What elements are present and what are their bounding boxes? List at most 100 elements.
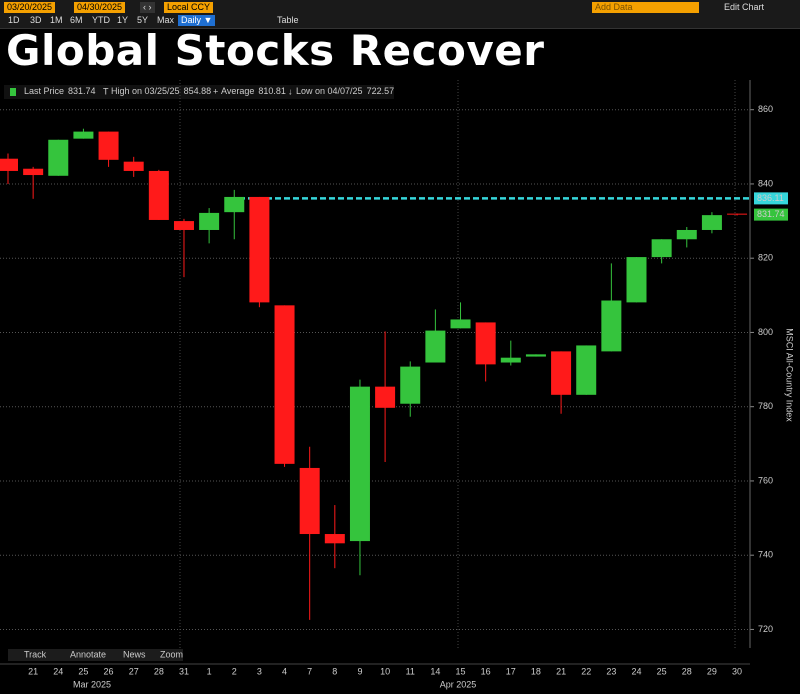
tool-button[interactable]: Track	[24, 649, 47, 659]
y-tick-label: 740	[758, 550, 773, 560]
candle-body	[601, 300, 622, 352]
x-tick-label: 10	[380, 666, 390, 676]
x-tick-label: 24	[631, 666, 641, 676]
candle-body	[651, 239, 672, 258]
x-tick-label: 25	[78, 666, 88, 676]
x-tick-label: 2	[232, 666, 237, 676]
x-tick-label: 15	[456, 666, 466, 676]
candle-body	[173, 221, 194, 230]
tool-button[interactable]: Annotate	[70, 649, 106, 659]
month-label: Mar 2025	[73, 679, 111, 689]
candle-body	[23, 168, 44, 176]
range-button[interactable]: 1M	[50, 15, 63, 25]
y-tick-label: 820	[758, 253, 773, 263]
x-tick-label: 28	[154, 666, 164, 676]
tool-button[interactable]: News	[123, 649, 146, 659]
candle-body	[525, 354, 546, 357]
y-axis-label: MSCI All-Country Index	[785, 328, 795, 422]
currency[interactable]: Local CCY	[164, 2, 214, 13]
range-button[interactable]: 1D	[8, 15, 20, 25]
x-tick-label: 24	[53, 666, 63, 676]
range-button[interactable]: Max	[157, 15, 175, 25]
last-price-bg	[754, 208, 788, 221]
x-tick-label: 4	[282, 666, 287, 676]
y-tick-label: 780	[758, 401, 773, 411]
candle-body	[0, 158, 18, 171]
reference-label-bg	[754, 192, 788, 205]
y-tick-label: 760	[758, 475, 773, 485]
candle-body	[576, 345, 597, 395]
x-tick-label: 11	[406, 666, 415, 676]
x-tick-label: 16	[481, 666, 491, 676]
tools-bg	[8, 649, 183, 661]
candle-body	[400, 366, 421, 404]
candle-body	[98, 131, 119, 160]
x-tick-label: 31	[179, 666, 189, 676]
range-button[interactable]: 6M	[70, 15, 83, 25]
y-tick-label: 720	[758, 624, 773, 634]
candle-body	[73, 131, 94, 139]
start-date[interactable]: 03/20/2025	[4, 2, 56, 13]
legend-entry: Last Price 831.74	[24, 86, 96, 96]
candle-body	[148, 170, 169, 220]
candle-body	[224, 196, 245, 213]
legend-value: 854.88	[184, 86, 212, 96]
x-tick-label: 21	[556, 666, 566, 676]
nav-arrows[interactable]: ‹ ›	[140, 2, 155, 13]
legend-entry: Low on 04/07/25 722.57	[296, 86, 394, 96]
x-tick-label: 8	[332, 666, 337, 676]
y-tick-label: 800	[758, 327, 773, 337]
month-label: Apr 2025	[440, 679, 477, 689]
legend-label: Low on 04/07/25	[296, 86, 363, 96]
legend-icon: +	[213, 86, 218, 96]
range-button[interactable]: YTD	[92, 15, 110, 25]
legend-label: High on 03/25/25	[111, 86, 180, 96]
y-tick-label: 840	[758, 178, 773, 188]
x-tick-label: 21	[28, 666, 38, 676]
end-date[interactable]: 04/30/2025	[74, 2, 126, 13]
candle-body	[727, 213, 748, 215]
range-button[interactable]: 3D	[30, 15, 42, 25]
candle-body	[450, 319, 471, 329]
tool-button[interactable]: Zoom	[160, 649, 183, 659]
candle-body	[324, 534, 345, 544]
legend-label: Average	[221, 86, 254, 96]
legend-icon: ↓	[288, 86, 293, 96]
edit-chart[interactable]: Edit Chart	[724, 2, 765, 12]
chart-title: Global Stocks Recover	[6, 26, 545, 75]
candle-body	[551, 351, 572, 395]
candle-body	[676, 229, 697, 240]
candle-body	[274, 305, 295, 464]
candle-body	[375, 386, 396, 408]
x-tick-label: 22	[581, 666, 591, 676]
table-button[interactable]: Table	[277, 15, 299, 25]
x-tick-label: 25	[657, 666, 667, 676]
x-tick-label: 27	[129, 666, 139, 676]
x-tick-label: 3	[257, 666, 262, 676]
legend-bg	[4, 85, 394, 99]
legend-icon: T	[103, 86, 109, 96]
frequency[interactable]: Daily ▼	[178, 15, 216, 26]
reference-label: 836.11	[757, 193, 784, 203]
x-tick-label: 17	[506, 666, 516, 676]
candle-body	[249, 196, 270, 303]
x-tick-label: 30	[732, 666, 742, 676]
legend-entry: High on 03/25/25 854.88	[111, 86, 211, 96]
candle-body	[199, 212, 220, 230]
candle-body	[299, 467, 320, 535]
range-button[interactable]: 1Y	[117, 15, 129, 25]
candle-body	[500, 357, 521, 363]
candle-body	[48, 139, 69, 176]
legend-swatch	[10, 88, 16, 96]
x-tick-label: 26	[104, 666, 114, 676]
last-price-label: 831.74	[757, 209, 785, 219]
candle-body	[123, 161, 144, 171]
candle-body	[475, 322, 496, 365]
legend-entry: Average 810.81	[221, 86, 286, 96]
x-tick-label: 14	[430, 666, 440, 676]
toolbar: 03/20/2025 04/30/2025 ‹ › Local CCY Add …	[0, 0, 800, 29]
add-data[interactable]: Add Data	[592, 2, 699, 13]
legend-value: 722.57	[367, 86, 395, 96]
range-button[interactable]: 5Y	[137, 15, 149, 25]
legend-value: 831.74	[68, 86, 96, 96]
